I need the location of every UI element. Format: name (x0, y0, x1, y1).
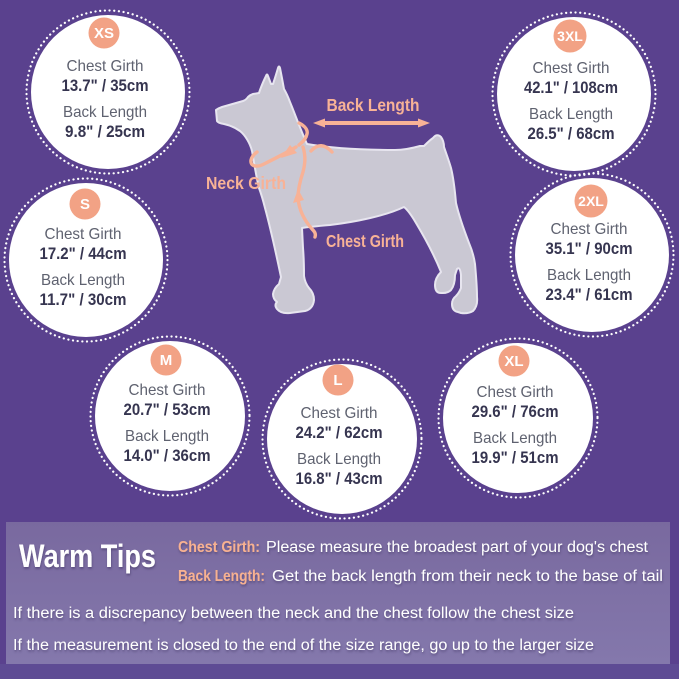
svg-text:2XL: 2XL (578, 193, 604, 209)
svg-text:29.6" / 76cm: 29.6" / 76cm (472, 402, 559, 421)
svg-text:42.1" / 108cm: 42.1" / 108cm (524, 78, 618, 97)
svg-text:Chest Girth: Chest Girth (129, 382, 206, 399)
svg-text:Back Length: Back Length (327, 95, 420, 115)
svg-text:Back Length: Back Length (63, 104, 147, 121)
svg-text:23.4" / 61cm: 23.4" / 61cm (546, 285, 633, 304)
svg-text:11.7" / 30cm: 11.7" / 30cm (40, 290, 127, 309)
svg-text:Back Length:: Back Length: (178, 568, 265, 585)
svg-text:L: L (333, 372, 342, 389)
svg-text:14.0" / 36cm: 14.0" / 36cm (124, 446, 211, 465)
svg-text:Chest Girth: Chest Girth (551, 221, 628, 238)
svg-text:Back Length: Back Length (547, 267, 631, 284)
svg-text:If there is a discrepancy betw: If there is a discrepancy between the ne… (13, 605, 574, 622)
svg-text:If the measurement is closed t: If the measurement is closed to the end … (13, 637, 594, 654)
svg-text:26.5" / 68cm: 26.5" / 68cm (528, 124, 615, 143)
svg-text:Please measure the broadest pa: Please measure the broadest part of your… (266, 539, 649, 556)
svg-text:M: M (160, 352, 173, 369)
svg-text:Back Length: Back Length (473, 430, 557, 447)
svg-text:24.2" / 62cm: 24.2" / 62cm (296, 423, 383, 442)
svg-text:20.7" / 53cm: 20.7" / 53cm (124, 400, 211, 419)
svg-text:Neck Girth: Neck Girth (206, 173, 286, 193)
svg-text:Get the back length from their: Get the back length from their neck to t… (272, 568, 663, 585)
svg-text:Chest Girth: Chest Girth (326, 231, 404, 251)
svg-text:Warm Tips: Warm Tips (19, 538, 156, 574)
svg-text:S: S (80, 196, 90, 213)
svg-text:XL: XL (504, 353, 523, 370)
svg-text:Back Length: Back Length (529, 106, 613, 123)
svg-text:Back Length: Back Length (125, 428, 209, 445)
svg-text:19.9" / 51cm: 19.9" / 51cm (472, 448, 559, 467)
svg-text:Back Length: Back Length (41, 272, 125, 289)
svg-text:Chest Girth: Chest Girth (45, 226, 122, 243)
svg-text:Chest Girth: Chest Girth (533, 60, 610, 77)
svg-text:XS: XS (94, 25, 114, 42)
svg-text:Chest Girth: Chest Girth (477, 384, 554, 401)
svg-text:16.8" / 43cm: 16.8" / 43cm (296, 469, 383, 488)
svg-text:Chest Girth:: Chest Girth: (178, 539, 260, 556)
svg-text:13.7" / 35cm: 13.7" / 35cm (62, 76, 149, 95)
svg-text:Back Length: Back Length (297, 451, 381, 468)
svg-text:Chest Girth: Chest Girth (67, 58, 144, 75)
svg-text:Chest Girth: Chest Girth (301, 405, 378, 422)
svg-text:17.2" / 44cm: 17.2" / 44cm (40, 244, 127, 263)
svg-text:35.1" / 90cm: 35.1" / 90cm (546, 239, 633, 258)
svg-text:9.8" / 25cm: 9.8" / 25cm (65, 122, 145, 141)
svg-text:3XL: 3XL (557, 28, 583, 44)
